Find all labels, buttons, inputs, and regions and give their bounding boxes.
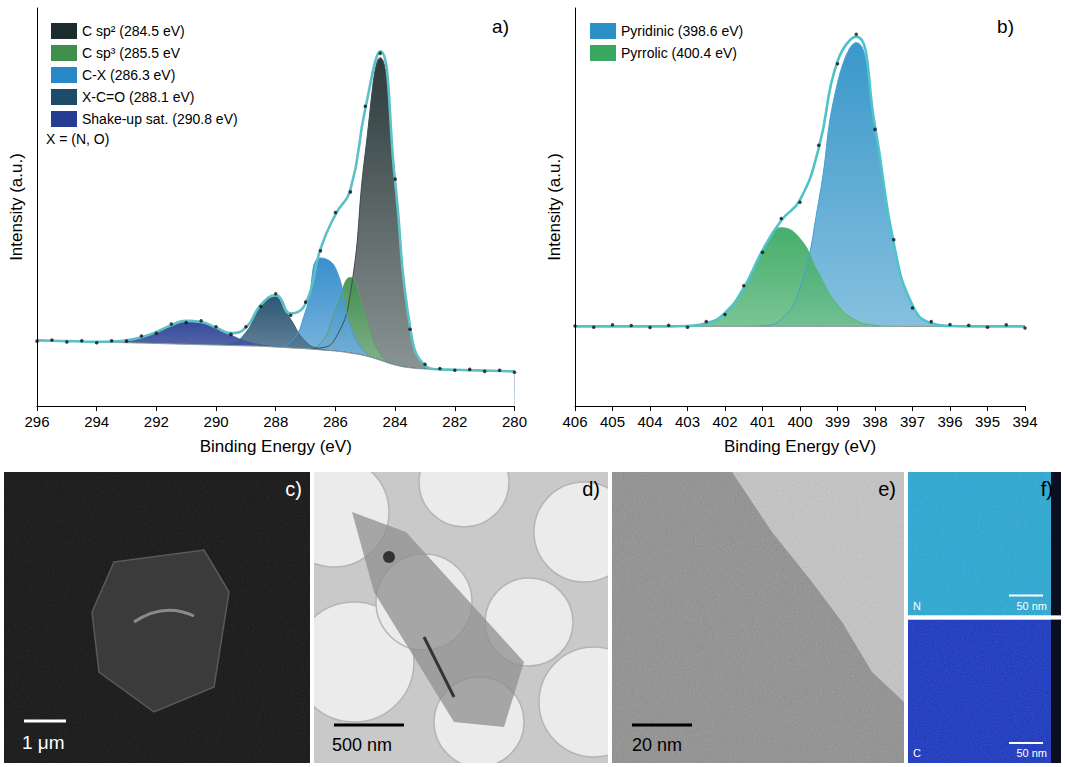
svg-text:398: 398 bbox=[862, 413, 887, 430]
svg-text:292: 292 bbox=[144, 413, 169, 430]
svg-text:Binding Energy (eV): Binding Energy (eV) bbox=[724, 437, 876, 456]
svg-text:X-C=O (288.1 eV): X-C=O (288.1 eV) bbox=[82, 89, 194, 105]
svg-text:Intensity (a.u.): Intensity (a.u.) bbox=[545, 153, 564, 261]
svg-text:400: 400 bbox=[787, 413, 812, 430]
svg-text:404: 404 bbox=[637, 413, 662, 430]
svg-text:20 nm: 20 nm bbox=[632, 735, 682, 755]
svg-text:C sp³ (285.5 eV: C sp³ (285.5 eV bbox=[82, 45, 181, 61]
svg-text:1 μm: 1 μm bbox=[22, 732, 65, 753]
svg-text:50 nm: 50 nm bbox=[1016, 600, 1047, 612]
svg-text:402: 402 bbox=[712, 413, 737, 430]
svg-text:290: 290 bbox=[204, 413, 229, 430]
svg-text:406: 406 bbox=[562, 413, 587, 430]
svg-text:50 nm: 50 nm bbox=[1016, 747, 1047, 759]
svg-text:395: 395 bbox=[975, 413, 1000, 430]
svg-text:C: C bbox=[913, 747, 921, 759]
svg-text:d): d) bbox=[582, 478, 600, 500]
svg-text:282: 282 bbox=[442, 413, 467, 430]
svg-text:286: 286 bbox=[323, 413, 348, 430]
svg-text:296: 296 bbox=[24, 413, 49, 430]
svg-text:C sp² (284.5 eV): C sp² (284.5 eV) bbox=[82, 23, 185, 39]
svg-text:Pyrrolic (400.4 eV): Pyrrolic (400.4 eV) bbox=[621, 45, 737, 61]
svg-text:394: 394 bbox=[1012, 413, 1037, 430]
svg-text:N: N bbox=[913, 600, 921, 612]
svg-text:Shake-up sat. (290.8 eV): Shake-up sat. (290.8 eV) bbox=[82, 111, 238, 127]
svg-text:288: 288 bbox=[263, 413, 288, 430]
svg-text:401: 401 bbox=[750, 413, 775, 430]
svg-text:Intensity (a.u.): Intensity (a.u.) bbox=[7, 153, 26, 261]
svg-text:280: 280 bbox=[502, 413, 527, 430]
svg-text:Binding Energy (eV): Binding Energy (eV) bbox=[200, 437, 352, 456]
svg-text:X = (N, O): X = (N, O) bbox=[46, 131, 109, 147]
svg-text:c): c) bbox=[285, 478, 302, 500]
svg-text:500 nm: 500 nm bbox=[332, 735, 392, 755]
svg-text:C-X (286.3 eV): C-X (286.3 eV) bbox=[82, 67, 175, 83]
svg-text:396: 396 bbox=[937, 413, 962, 430]
svg-text:284: 284 bbox=[383, 413, 408, 430]
svg-text:e): e) bbox=[878, 478, 896, 500]
svg-text:a): a) bbox=[492, 16, 509, 37]
svg-text:294: 294 bbox=[84, 413, 109, 430]
svg-text:Pyridinic (398.6 eV): Pyridinic (398.6 eV) bbox=[621, 23, 743, 39]
svg-text:f): f) bbox=[1041, 478, 1053, 500]
svg-text:405: 405 bbox=[600, 413, 625, 430]
svg-text:b): b) bbox=[997, 16, 1014, 37]
svg-text:397: 397 bbox=[900, 413, 925, 430]
svg-text:403: 403 bbox=[675, 413, 700, 430]
svg-text:399: 399 bbox=[825, 413, 850, 430]
